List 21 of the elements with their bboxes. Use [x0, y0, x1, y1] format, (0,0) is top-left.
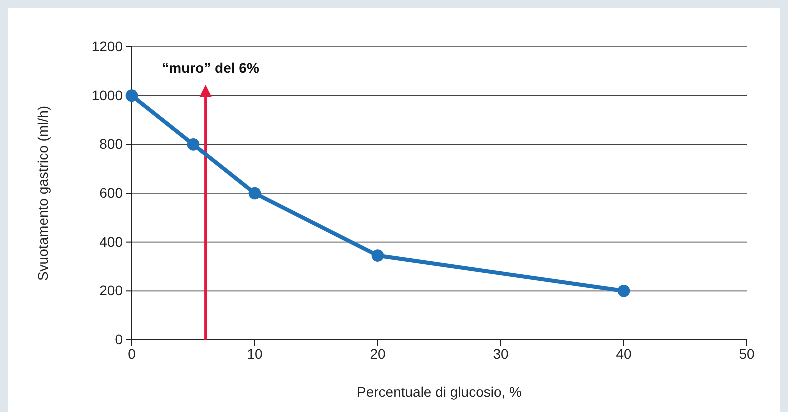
x-tick-label: 50 — [739, 346, 755, 362]
ref-line-label: “muro” del 6% — [162, 60, 260, 76]
y-tick-label: 1000 — [92, 87, 124, 104]
y-tick-label: 800 — [100, 136, 124, 152]
point — [372, 250, 384, 262]
x-tick-label: 10 — [247, 346, 263, 362]
y-axis-title: Svuotamento gastrico (ml/h) — [35, 106, 51, 282]
y-tick-label: 600 — [100, 184, 124, 201]
x-tick-label: 30 — [493, 346, 509, 362]
y-tick-label: 200 — [100, 282, 124, 299]
x-tick-label: 0 — [128, 346, 136, 362]
point — [618, 285, 630, 298]
point — [126, 90, 138, 102]
point — [187, 138, 200, 151]
y-tick-label: 0 — [115, 331, 124, 348]
x-tick-label: 20 — [370, 346, 386, 362]
point — [248, 187, 262, 200]
x-axis-title: Percentuale di glucosio, % — [357, 384, 522, 400]
y-tick-label: 1200 — [92, 38, 124, 54]
y-tick-label: 400 — [100, 234, 124, 250]
x-tick-label: 40 — [616, 346, 632, 362]
